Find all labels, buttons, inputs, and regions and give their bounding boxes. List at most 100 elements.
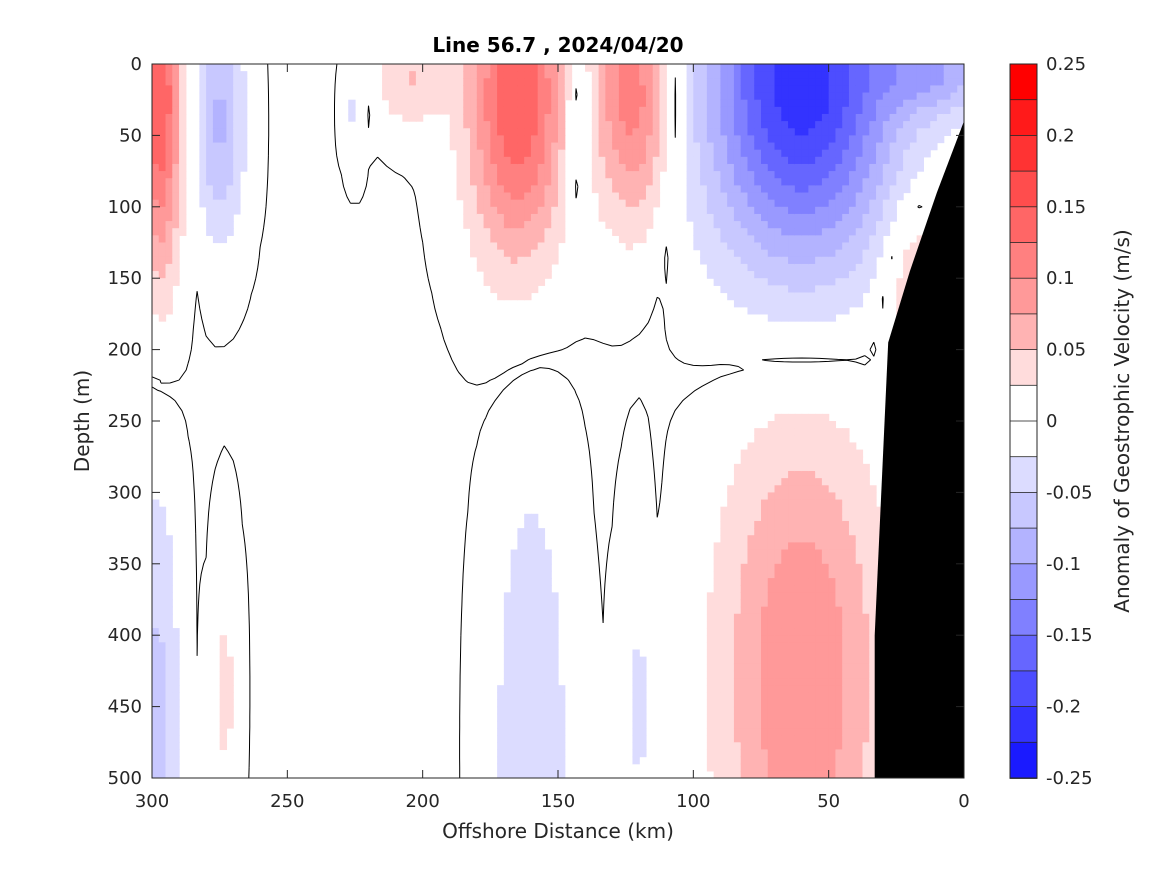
heatmap-cell [761,142,769,151]
heatmap-cell [781,149,789,158]
heatmap-cell [835,728,843,736]
heatmap-cell [686,99,694,108]
heatmap-cell [165,199,173,208]
heatmap-cell [470,113,478,122]
heatmap-cell [152,285,160,294]
heatmap-cell [483,178,491,186]
heatmap-cell [909,128,918,136]
heatmap-cell [551,685,559,693]
heatmap-cell [483,199,491,208]
heatmap-cell [740,128,749,136]
heatmap-cell [645,178,654,186]
heatmap-cell [598,135,606,144]
heatmap-cell [747,64,755,72]
heatmap-cell [781,449,789,458]
heatmap-cell [774,442,782,451]
heatmap-cell [747,620,755,629]
heatmap-cell [815,435,823,444]
heatmap-cell [801,249,809,258]
heatmap-cell [855,713,864,722]
heatmap-cell [761,542,769,551]
heatmap-cell [821,535,830,543]
heatmap-cell [165,578,173,586]
heatmap-cell [767,563,776,572]
heatmap-cell [869,235,877,244]
heatmap-cell [503,213,512,222]
heatmap-cell [172,628,180,636]
heatmap-cell [916,64,924,72]
heatmap-cell [598,121,606,129]
heatmap-cell [733,713,742,722]
heatmap-cell [862,749,870,758]
heatmap-cell [828,221,837,229]
heatmap-cell [165,563,173,572]
heatmap-cell [774,499,782,508]
heatmap-cell [483,64,491,72]
heatmap-cell [524,642,532,651]
heatmap-cell [395,106,403,115]
heatmap-cell [882,185,891,194]
heatmap-cell [158,570,167,579]
heatmap-cell [720,178,728,186]
heatmap-cell [645,78,654,87]
heatmap-cell [639,228,647,236]
heatmap-cell [889,149,897,158]
heatmap-cell [815,221,823,229]
heatmap-cell [713,178,721,186]
heatmap-cell [158,728,167,736]
heatmap-cell [564,64,573,72]
heatmap-cell [801,313,809,322]
y-tick-label: 400 [108,625,142,646]
heatmap-cell [754,435,762,444]
heatmap-cell [754,99,762,108]
heatmap-cell [754,206,762,215]
heatmap-cell [537,756,546,765]
heatmap-cell [842,528,850,536]
heatmap-cell [842,299,850,308]
heatmap-cell [876,149,884,158]
heatmap-cell [537,642,546,651]
heatmap-cell [165,606,173,615]
heatmap-cell [909,113,918,122]
heatmap-cell [490,121,498,129]
heatmap-cell [869,570,877,579]
heatmap-cell [530,185,539,194]
heatmap-cell [415,64,424,72]
heatmap-cell [828,478,837,486]
heatmap-cell [517,113,525,122]
heatmap-cell [733,556,742,565]
heatmap-cell [645,192,654,201]
heatmap-cell [801,542,809,551]
heatmap-cell [686,128,694,136]
heatmap-cell [869,585,877,593]
heatmap-cell [199,185,207,194]
heatmap-cell [713,192,721,201]
heatmap-cell [544,685,552,693]
heatmap-cell [835,299,843,308]
heatmap-cell [781,492,789,501]
heatmap-cell [618,128,627,136]
heatmap-cell [821,78,830,87]
heatmap-cell [754,642,762,651]
heatmap-cell [537,606,546,615]
heatmap-cell [388,85,397,94]
heatmap-cell [551,720,559,729]
heatmap-cell [828,585,837,593]
heatmap-cell [152,749,160,758]
heatmap-cell [219,692,228,701]
heatmap-cell [862,249,870,258]
heatmap-cell [794,121,803,129]
heatmap-cell [158,620,167,629]
heatmap-cell [781,556,789,565]
heatmap-cell [774,435,782,444]
heatmap-cell [402,92,410,101]
heatmap-cell [835,563,843,572]
heatmap-cell [558,221,566,229]
heatmap-cell [781,685,789,693]
heatmap-cell [219,85,228,94]
heatmap-cell [848,299,857,308]
heatmap-cell [835,520,843,529]
heatmap-cell [815,121,823,129]
heatmap-cell [869,242,877,251]
heatmap-cell [537,656,546,665]
